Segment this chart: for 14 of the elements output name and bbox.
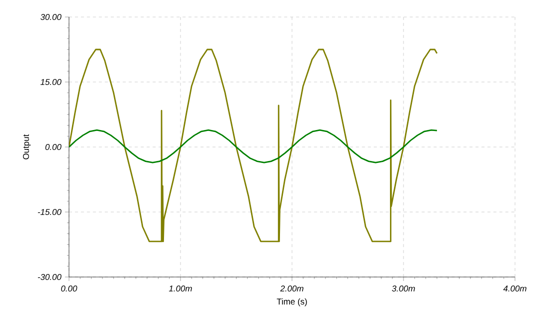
- x-axis-title: Time (s): [276, 298, 307, 306]
- line-series: [69, 48, 438, 242]
- x-tick-label: 4.00m: [503, 286, 526, 292]
- y-tick-label: 0.00: [45, 144, 62, 150]
- x-tick-label: 0.00: [61, 286, 78, 292]
- x-tick-label: 3.00m: [392, 286, 415, 292]
- y-tick-label: 30.00: [40, 14, 62, 20]
- line-series: [69, 129, 438, 164]
- x-tick-label: 1.00m: [168, 286, 192, 292]
- y-tick-label: 15.00: [40, 79, 62, 85]
- x-tick-label: 2.00m: [280, 286, 304, 292]
- y-tick-label: -15.00: [38, 209, 62, 215]
- y-tick-label: -30.00: [38, 274, 62, 280]
- y-axis-title: Output: [22, 134, 31, 160]
